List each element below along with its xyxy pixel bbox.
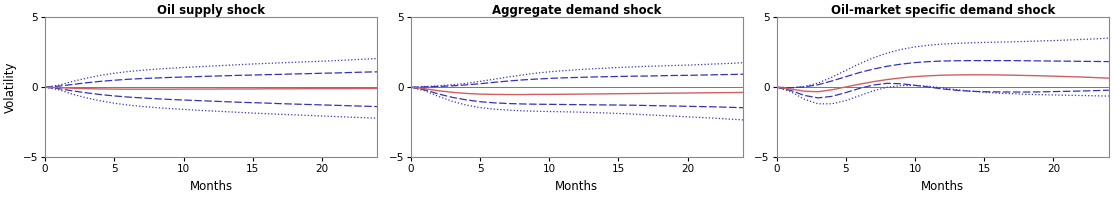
Title: Aggregate demand shock: Aggregate demand shock (492, 4, 661, 17)
X-axis label: Months: Months (189, 180, 233, 193)
Title: Oil supply shock: Oil supply shock (157, 4, 265, 17)
Y-axis label: Volatility: Volatility (4, 61, 17, 113)
X-axis label: Months: Months (922, 180, 964, 193)
Title: Oil-market specific demand shock: Oil-market specific demand shock (830, 4, 1055, 17)
X-axis label: Months: Months (555, 180, 599, 193)
